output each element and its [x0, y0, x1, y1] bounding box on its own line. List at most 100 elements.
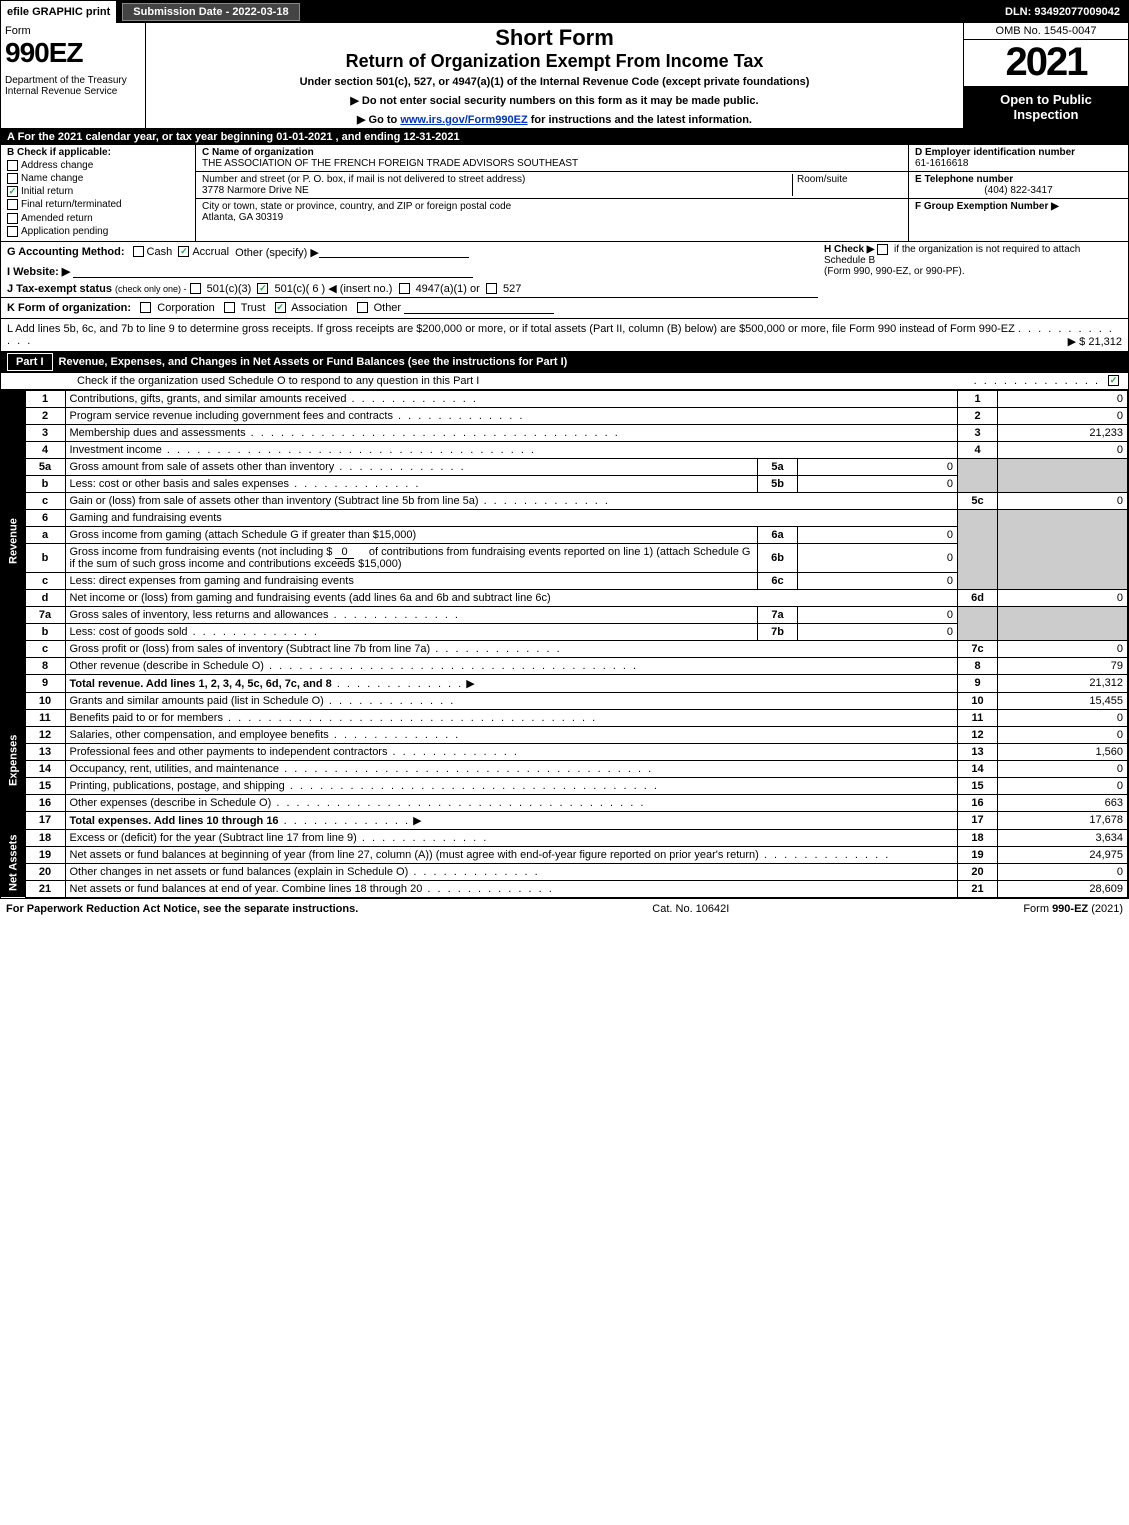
opt-corp: Corporation — [157, 302, 214, 314]
l7-grey-val — [998, 606, 1128, 640]
form-header: Form 990EZ Department of the Treasury In… — [1, 23, 1128, 129]
accrual-label: Accrual — [192, 246, 229, 259]
l2-no: 2 — [25, 407, 65, 424]
l16-desc: Other expenses (describe in Schedule O) — [70, 797, 272, 809]
check-name-change[interactable]: Name change — [7, 173, 189, 184]
check-corporation[interactable] — [140, 302, 151, 313]
j-label: J Tax-exempt status — [7, 283, 112, 295]
l7b-no: b — [25, 623, 65, 640]
row-6d: d Net income or (loss) from gaming and f… — [1, 589, 1128, 606]
gh-section: G Accounting Method: Cash Accrual Other … — [1, 242, 1128, 298]
l21-box: 21 — [958, 880, 998, 897]
l19-box: 19 — [958, 846, 998, 863]
check-initial-return[interactable]: Initial return — [7, 186, 189, 197]
note-goto-post: for instructions and the latest informat… — [528, 114, 752, 126]
l14-no: 14 — [25, 760, 65, 777]
other-specify-input[interactable] — [319, 246, 469, 258]
h-sub: (Form 990, 990-EZ, or 990-PF). — [824, 266, 965, 277]
l11-no: 11 — [25, 709, 65, 726]
l5a-desc: Gross amount from sale of assets other t… — [70, 461, 335, 473]
check-accrual[interactable] — [178, 246, 189, 257]
l15-val: 0 — [998, 777, 1128, 794]
b-label: B Check if applicable: — [7, 147, 189, 158]
l19-desc: Net assets or fund balances at beginning… — [70, 849, 759, 861]
l5c-desc: Gain or (loss) from sale of assets other… — [70, 495, 479, 507]
l18-no: 18 — [25, 829, 65, 846]
l9-no: 9 — [25, 674, 65, 692]
l7a-subval: 0 — [798, 606, 958, 623]
l-value: ▶ $ 21,312 — [1068, 335, 1122, 348]
check-schedule-o[interactable] — [1108, 375, 1119, 386]
row-18: Net Assets 18 Excess or (deficit) for th… — [1, 829, 1128, 846]
ein-value: 61-1616618 — [915, 158, 1122, 169]
website-input[interactable] — [73, 266, 473, 278]
l6b-subval: 0 — [798, 543, 958, 572]
l5a-subval: 0 — [798, 458, 958, 475]
check-schedule-b[interactable] — [877, 244, 888, 255]
l6-desc: Gaming and fundraising events — [65, 509, 958, 526]
l10-val: 15,455 — [998, 692, 1128, 709]
opt-527: 527 — [503, 283, 521, 295]
l7c-val: 0 — [998, 640, 1128, 657]
l6d-box: 6d — [958, 589, 998, 606]
l2-desc: Program service revenue including govern… — [70, 410, 393, 422]
l9-box: 9 — [958, 674, 998, 692]
l1-val: 0 — [998, 390, 1128, 407]
check-trust[interactable] — [224, 302, 235, 313]
l5c-val: 0 — [998, 492, 1128, 509]
d-ein-row: D Employer identification number 61-1616… — [909, 145, 1128, 172]
footer-center: Cat. No. 10642I — [358, 903, 1023, 915]
l16-no: 16 — [25, 794, 65, 811]
l7a-no: 7a — [25, 606, 65, 623]
l1-box: 1 — [958, 390, 998, 407]
irs-link[interactable]: www.irs.gov/Form990EZ — [400, 114, 527, 126]
check-address-change[interactable]: Address change — [7, 160, 189, 171]
form-number: 990EZ — [5, 37, 141, 69]
l6a-desc: Gross income from gaming (attach Schedul… — [65, 526, 758, 543]
line-a-period: A For the 2021 calendar year, or tax yea… — [1, 129, 1128, 145]
other-org-input[interactable] — [404, 302, 554, 314]
efile-print-button[interactable]: efile GRAPHIC print — [1, 1, 118, 23]
footer-right-bold: 990-EZ — [1052, 903, 1088, 915]
l7c-box: 7c — [958, 640, 998, 657]
row-10: Expenses 10 Grants and similar amounts p… — [1, 692, 1128, 709]
l17-box: 17 — [958, 811, 998, 829]
check-other-org[interactable] — [357, 302, 368, 313]
row-3: 3 Membership dues and assessments 3 21,2… — [1, 424, 1128, 441]
line-k-form-org: K Form of organization: Corporation Trus… — [1, 298, 1128, 319]
part-i-header: Part I Revenue, Expenses, and Changes in… — [1, 351, 1128, 373]
row-11: 11 Benefits paid to or for members 11 0 — [1, 709, 1128, 726]
form-container: efile GRAPHIC print Submission Date - 20… — [0, 0, 1129, 899]
open-to-public: Open to Public Inspection — [964, 85, 1128, 128]
l6b-desc-cell: Gross income from fundraising events (no… — [65, 543, 758, 572]
l7c-no: c — [25, 640, 65, 657]
l7b-desc: Less: cost of goods sold — [70, 626, 188, 638]
l12-val: 0 — [998, 726, 1128, 743]
l5b-subval: 0 — [798, 475, 958, 492]
l11-val: 0 — [998, 709, 1128, 726]
check-association[interactable] — [275, 302, 286, 313]
part-i-sub-text: Check if the organization used Schedule … — [7, 375, 974, 387]
part-sub-dots — [974, 375, 1100, 387]
row-14: 14 Occupancy, rent, utilities, and maint… — [1, 760, 1128, 777]
check-cash[interactable] — [133, 246, 144, 257]
check-final-return[interactable]: Final return/terminated — [7, 199, 189, 210]
l8-no: 8 — [25, 657, 65, 674]
l6c-sub: 6c — [758, 572, 798, 589]
check-501c[interactable] — [257, 283, 268, 294]
row-16: 16 Other expenses (describe in Schedule … — [1, 794, 1128, 811]
check-527[interactable] — [486, 283, 497, 294]
check-4947[interactable] — [399, 283, 410, 294]
opt-501c: 501(c)( 6 ) ◀ (insert no.) — [274, 283, 392, 295]
e-label: E Telephone number — [915, 174, 1122, 185]
l19-val: 24,975 — [998, 846, 1128, 863]
check-application-pending[interactable]: Application pending — [7, 226, 189, 237]
l15-no: 15 — [25, 777, 65, 794]
part-i-badge: Part I — [7, 353, 53, 371]
note-goto: ▶ Go to www.irs.gov/Form990EZ for instru… — [152, 113, 957, 126]
check-501c3[interactable] — [190, 283, 201, 294]
check-amended-return[interactable]: Amended return — [7, 213, 189, 224]
section-bcdef: B Check if applicable: Address change Na… — [1, 145, 1128, 242]
l11-desc: Benefits paid to or for members — [70, 712, 223, 724]
l7a-sub: 7a — [758, 606, 798, 623]
